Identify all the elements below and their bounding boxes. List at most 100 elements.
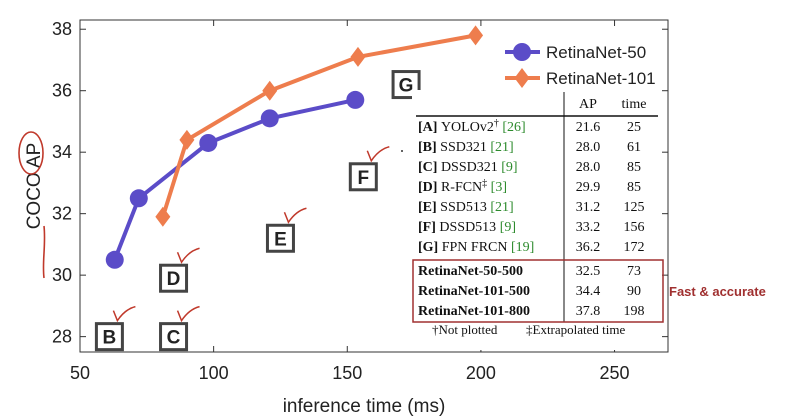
table-row-label: RetinaNet-101-800 [418, 304, 530, 319]
table-row-ap: 28.0 [576, 140, 601, 155]
legend-label: RetinaNet-50 [546, 43, 646, 62]
y-tick-label: 28 [52, 327, 72, 347]
point-label-box [94, 322, 124, 352]
table-row-name: RetinaNet-101-800 [418, 304, 530, 319]
series-point [468, 25, 484, 46]
x-tick-label: 250 [600, 363, 630, 383]
table-row-id: [C] [418, 160, 441, 175]
check-mark-annotation [176, 305, 200, 323]
point-label-text: D [167, 269, 181, 290]
table-row-id: [B] [418, 140, 440, 155]
table-row-id: [D] [418, 180, 441, 195]
point-label-text: E [274, 229, 287, 250]
y-axis-label-prefix: COCO [24, 168, 45, 229]
ap-underline-annotation [42, 225, 46, 279]
point-label-box [348, 162, 378, 192]
table-row-label: [B] SSD321 [21] [418, 140, 514, 155]
y-tick-label: 34 [52, 142, 72, 162]
table-row-id: [G] [418, 240, 442, 255]
series-point [260, 109, 279, 128]
table-row-ap: 21.6 [576, 120, 601, 135]
comparison-table: AP time [A] YOLOv2† [26] 21.6 25 [B] SSD321 [… [401, 90, 766, 350]
table-row-name: SSD513 [440, 200, 487, 215]
table-row-label: RetinaNet-50-500 [418, 264, 523, 279]
table-header-time: time [622, 97, 647, 112]
table-row-time: 61 [627, 140, 641, 155]
table-row-name: RetinaNet-50-500 [418, 264, 523, 279]
series-point [105, 250, 124, 269]
series-point [350, 46, 366, 67]
table-row-sup: ‡ [482, 178, 487, 189]
table-row-label: [G] FPN FRCN [19] [418, 240, 534, 255]
table-row-name: YOLOv2 [441, 120, 494, 135]
table-row-ref: [19] [507, 240, 534, 255]
legend-label: RetinaNet-101 [546, 69, 656, 88]
point-label-box [159, 322, 189, 352]
x-tick-label: 150 [332, 363, 362, 383]
x-axis-label: inference time (ms) [283, 396, 446, 416]
stray-dot [401, 150, 403, 152]
y-axis-label-highlight: AP [24, 143, 45, 168]
table-row-label: [F] DSSD513 [9] [418, 220, 516, 235]
point-label-text: G [399, 76, 414, 97]
table-row-time: 85 [627, 160, 641, 175]
footnote-not-plotted: †Not plotted [432, 322, 498, 337]
axes: 50 100 150 200 250 28 30 32 34 36 38 inference time… [18, 19, 669, 416]
table-row-ref: [21] [487, 200, 514, 215]
series-point [262, 80, 278, 101]
point-label-text: F [358, 168, 370, 189]
check-mark-annotation [283, 207, 307, 224]
plot-frame [79, 19, 669, 353]
table-row-time: 85 [627, 180, 641, 195]
point-labels: B C D E F G [94, 70, 421, 352]
point-label-box [159, 263, 189, 293]
x-tick-label: 100 [199, 363, 229, 383]
table-row-label: [C] DSSD321 [9] [418, 160, 518, 175]
table-row-time: 198 [624, 304, 645, 319]
series-point [179, 129, 195, 150]
table-row-time: 25 [627, 120, 641, 135]
table-row-ref: [9] [496, 220, 516, 235]
table-row-ref: [9] [498, 160, 518, 175]
table-row-sup: † [494, 118, 499, 129]
fast-accurate-note: Fast & accurate [669, 284, 766, 299]
point-label-text: C [167, 328, 181, 349]
table-row-label: [E] SSD513 [21] [418, 200, 514, 215]
highlight-box [412, 259, 664, 323]
y-tick-label: 32 [52, 204, 72, 224]
check-mark-annotation [176, 247, 200, 264]
table-row-id: [A] [418, 120, 441, 135]
table-row-ap: 33.2 [576, 220, 601, 235]
table-row-time: 172 [624, 240, 645, 255]
table-background [412, 90, 662, 350]
point-label-box [265, 223, 295, 253]
table-row-name: DSSD321 [441, 160, 498, 175]
check-mark-annotation [112, 305, 136, 323]
table-row-ap: 37.8 [576, 304, 601, 319]
y-tick-label: 36 [52, 81, 72, 101]
table-row-ref: [3] [487, 180, 507, 195]
table-row-ap: 32.5 [576, 264, 601, 279]
series-point [129, 189, 148, 208]
y-tick-label: 38 [52, 19, 72, 39]
table-row-name: SSD321 [440, 140, 487, 155]
table-row-time: 73 [627, 264, 641, 279]
table-row-time: 125 [624, 200, 645, 215]
table-row-name: DSSD513 [439, 220, 496, 235]
table-row-ref: [26] [499, 120, 526, 135]
table-row-ap: 31.2 [576, 200, 601, 215]
series-point [199, 133, 218, 152]
table-header-ap: AP [579, 97, 597, 112]
table-row-ap: 34.4 [576, 284, 601, 299]
table-row-time: 156 [624, 220, 645, 235]
point-label-text: B [103, 328, 117, 349]
check-mark-annotation [366, 146, 390, 163]
table-row-label: [D] R-FCN‡ [3] [418, 178, 507, 195]
series-point [155, 206, 171, 227]
ap-circle-annotation [18, 131, 44, 175]
table-row-id: [F] [418, 220, 439, 235]
table-row-name: FPN FRCN [442, 240, 508, 255]
table-row-ap: 29.9 [576, 180, 601, 195]
table-row-ap: 28.0 [576, 160, 601, 175]
